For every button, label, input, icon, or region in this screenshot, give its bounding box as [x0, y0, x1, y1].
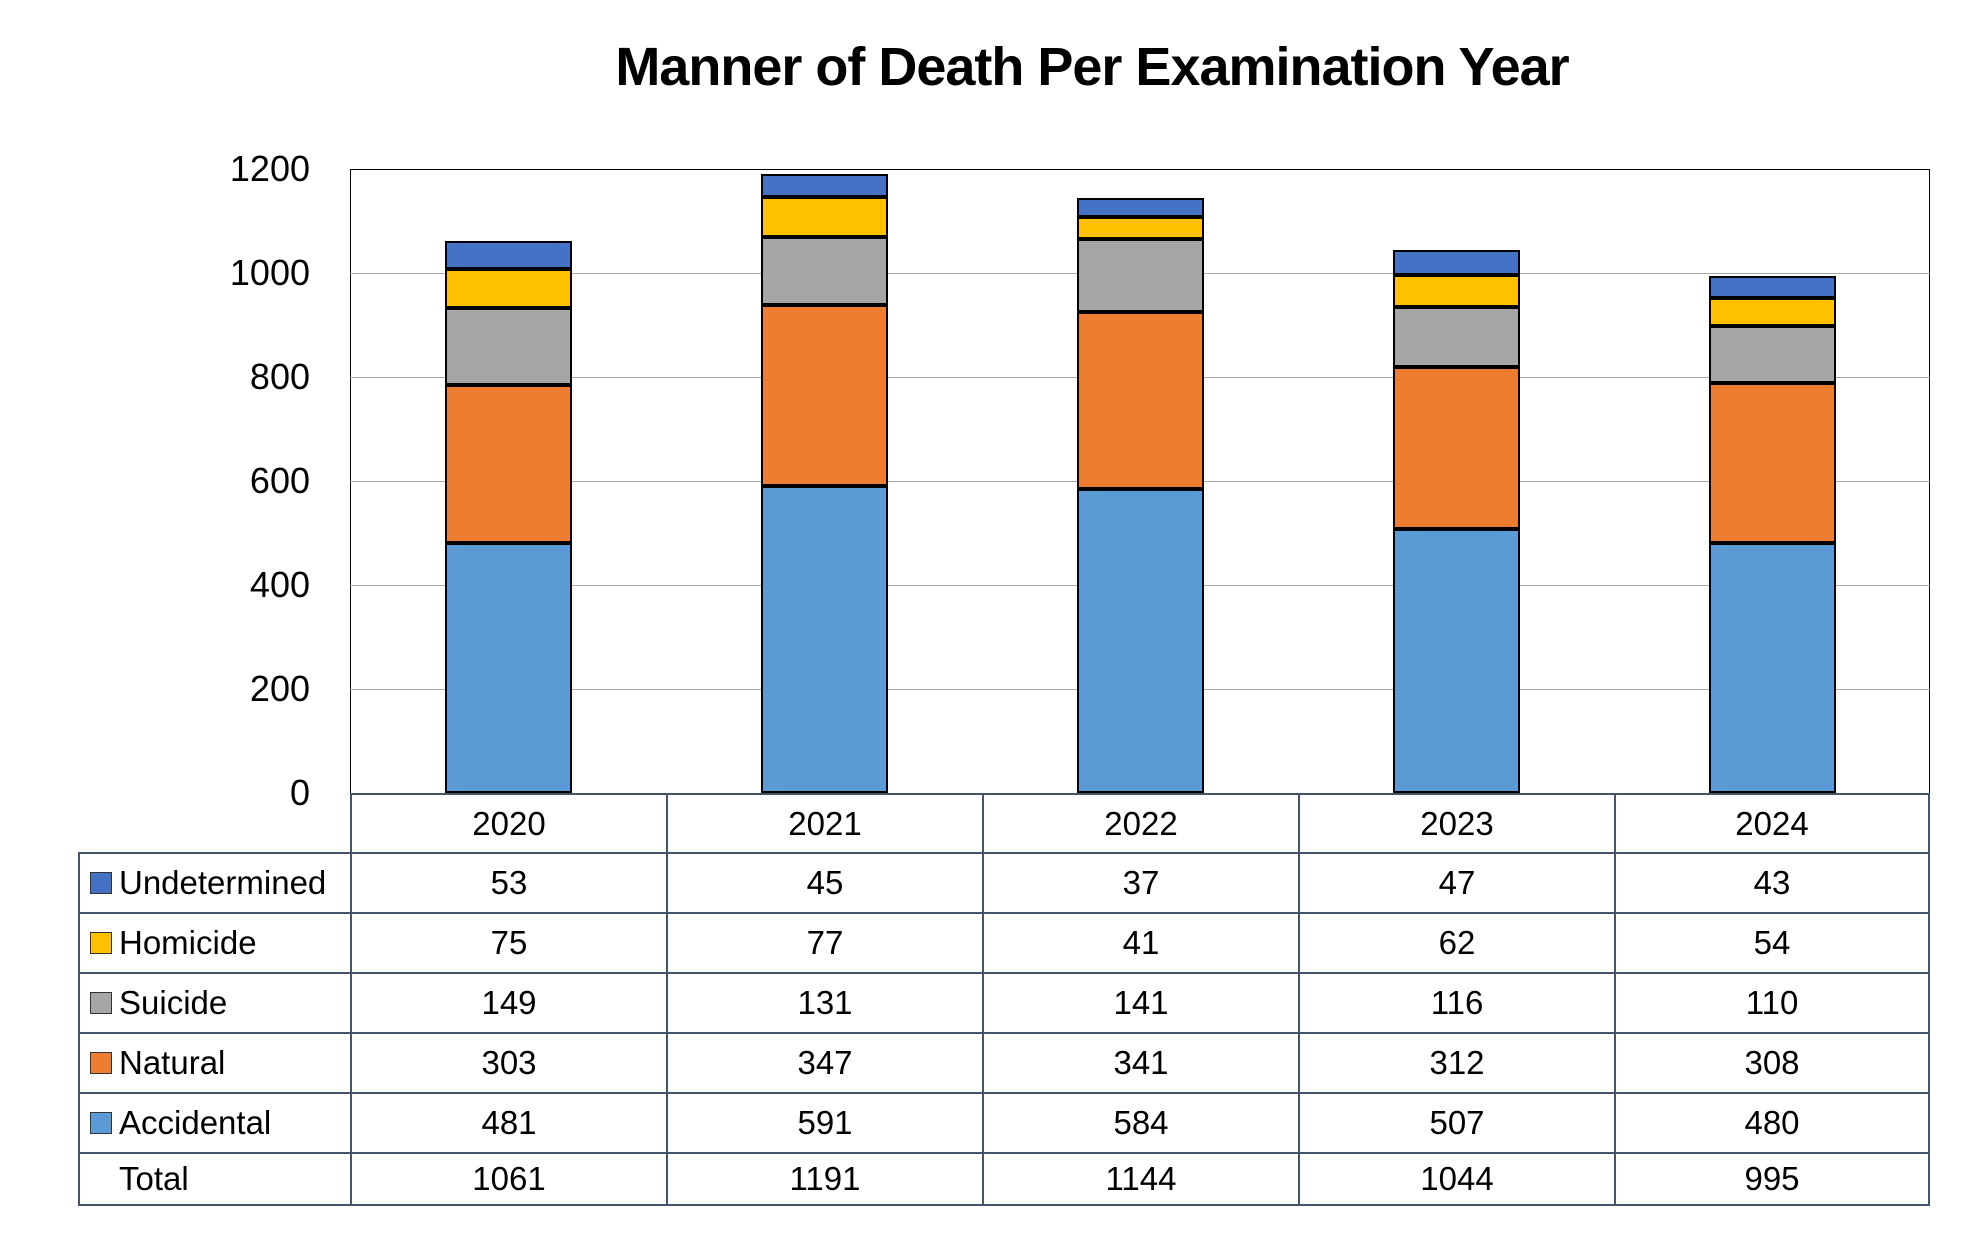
cell-homicide-2023: 62 [1298, 912, 1614, 972]
legend-swatch-natural-icon [90, 1052, 112, 1074]
bar-segment-homicide-2020 [444, 268, 572, 308]
y-axis-label: 1200 [229, 148, 310, 189]
bar-segment-natural-2021 [760, 305, 888, 486]
cell-accidental-2021: 591 [666, 1092, 982, 1152]
bar-2023 [1392, 250, 1520, 793]
bar-2024 [1708, 275, 1836, 793]
y-axis-label: 200 [249, 668, 310, 709]
legend-swatch-undetermined-icon [90, 872, 112, 894]
y-axis-label: 1000 [229, 252, 310, 293]
cell-natural-2021: 347 [666, 1032, 982, 1092]
cell-homicide-2024: 54 [1614, 912, 1930, 972]
year-header-cell: 2020 [350, 793, 666, 852]
bar-segment-suicide-2024 [1708, 326, 1836, 384]
year-header-cell: 2021 [666, 793, 982, 852]
cell-homicide-2022: 41 [982, 912, 1298, 972]
table-corner-cell [78, 793, 350, 852]
cell-suicide-2021: 131 [666, 972, 982, 1032]
cell-suicide-2022: 141 [982, 972, 1298, 1032]
bar-segment-suicide-2021 [760, 237, 888, 306]
plot-area [350, 169, 1930, 793]
legend-label: Undetermined [119, 864, 327, 901]
y-axis-label: 400 [249, 564, 310, 605]
bar-segment-homicide-2021 [760, 197, 888, 238]
legend-cell-accidental: Accidental [78, 1092, 350, 1152]
cell-natural-2022: 341 [982, 1032, 1298, 1092]
bar-segment-suicide-2023 [1392, 306, 1520, 368]
data-table: 2020 2021 2022 2023 2024 Undetermined 53 45 37 47… [78, 793, 1930, 1206]
total-value-2021: 1191 [666, 1152, 982, 1206]
bar-segment-accidental-2022 [1076, 489, 1204, 793]
total-value-2024: 995 [1614, 1152, 1930, 1206]
bar-segment-accidental-2020 [444, 542, 572, 793]
bar-segment-undetermined-2023 [1392, 250, 1520, 275]
y-axis-label: 0 [289, 772, 310, 813]
cell-undetermined-2023: 47 [1298, 852, 1614, 912]
cell-accidental-2020: 481 [350, 1092, 666, 1152]
cell-suicide-2024: 110 [1614, 972, 1930, 1032]
legend-label: Homicide [119, 924, 257, 961]
cell-natural-2020: 303 [350, 1032, 666, 1092]
bar-segment-suicide-2022 [1076, 238, 1204, 312]
legend-label: Accidental [119, 1104, 272, 1141]
legend-cell-undetermined: Undetermined [78, 852, 350, 912]
legend-label: Suicide [119, 984, 228, 1021]
bar-segment-suicide-2020 [444, 307, 572, 386]
bar-segment-natural-2022 [1076, 312, 1204, 490]
bar-segment-natural-2023 [1392, 367, 1520, 530]
cell-undetermined-2020: 53 [350, 852, 666, 912]
legend-swatch-suicide-icon [90, 992, 112, 1014]
total-value-2020: 1061 [350, 1152, 666, 1206]
bar-segment-natural-2024 [1708, 383, 1836, 544]
cell-natural-2023: 312 [1298, 1032, 1614, 1092]
bar-segment-natural-2020 [444, 385, 572, 543]
cell-accidental-2022: 584 [982, 1092, 1298, 1152]
legend-cell-suicide: Suicide [78, 972, 350, 1032]
bar-segment-homicide-2023 [1392, 274, 1520, 307]
y-axis-label: 600 [249, 460, 310, 501]
bar-2020 [444, 241, 572, 793]
cell-undetermined-2024: 43 [1614, 852, 1930, 912]
legend-label: Natural [119, 1044, 226, 1081]
cell-natural-2024: 308 [1614, 1032, 1930, 1092]
legend-cell-homicide: Homicide [78, 912, 350, 972]
legend-swatch-homicide-icon [90, 932, 112, 954]
year-header-cell: 2022 [982, 793, 1298, 852]
total-value-2023: 1044 [1298, 1152, 1614, 1206]
bar-segment-homicide-2022 [1076, 217, 1204, 239]
cell-undetermined-2021: 45 [666, 852, 982, 912]
total-value-2022: 1144 [982, 1152, 1298, 1206]
cell-suicide-2020: 149 [350, 972, 666, 1032]
legend-cell-natural: Natural [78, 1032, 350, 1092]
cell-undetermined-2022: 37 [982, 852, 1298, 912]
bar-segment-homicide-2024 [1708, 297, 1836, 327]
bar-segment-accidental-2021 [760, 485, 888, 793]
cell-homicide-2020: 75 [350, 912, 666, 972]
bar-segment-undetermined-2020 [444, 241, 572, 269]
legend-swatch-accidental-icon [90, 1112, 112, 1134]
bar-2022 [1076, 198, 1204, 793]
total-label-cell: Total [78, 1152, 350, 1206]
bar-segment-undetermined-2024 [1708, 275, 1836, 298]
year-header-cell: 2023 [1298, 793, 1614, 852]
cell-suicide-2023: 116 [1298, 972, 1614, 1032]
bar-segment-undetermined-2022 [1076, 198, 1204, 218]
chart-title: Manner of Death Per Examination Year [615, 37, 1569, 97]
y-axis-label: 800 [249, 356, 310, 397]
bar-segment-accidental-2024 [1708, 543, 1836, 793]
year-header-cell: 2024 [1614, 793, 1930, 852]
bar-segment-undetermined-2021 [760, 173, 888, 198]
bar-segment-accidental-2023 [1392, 529, 1520, 793]
cell-accidental-2024: 480 [1614, 1092, 1930, 1152]
cell-accidental-2023: 507 [1298, 1092, 1614, 1152]
cell-homicide-2021: 77 [666, 912, 982, 972]
bar-2021 [760, 173, 888, 793]
